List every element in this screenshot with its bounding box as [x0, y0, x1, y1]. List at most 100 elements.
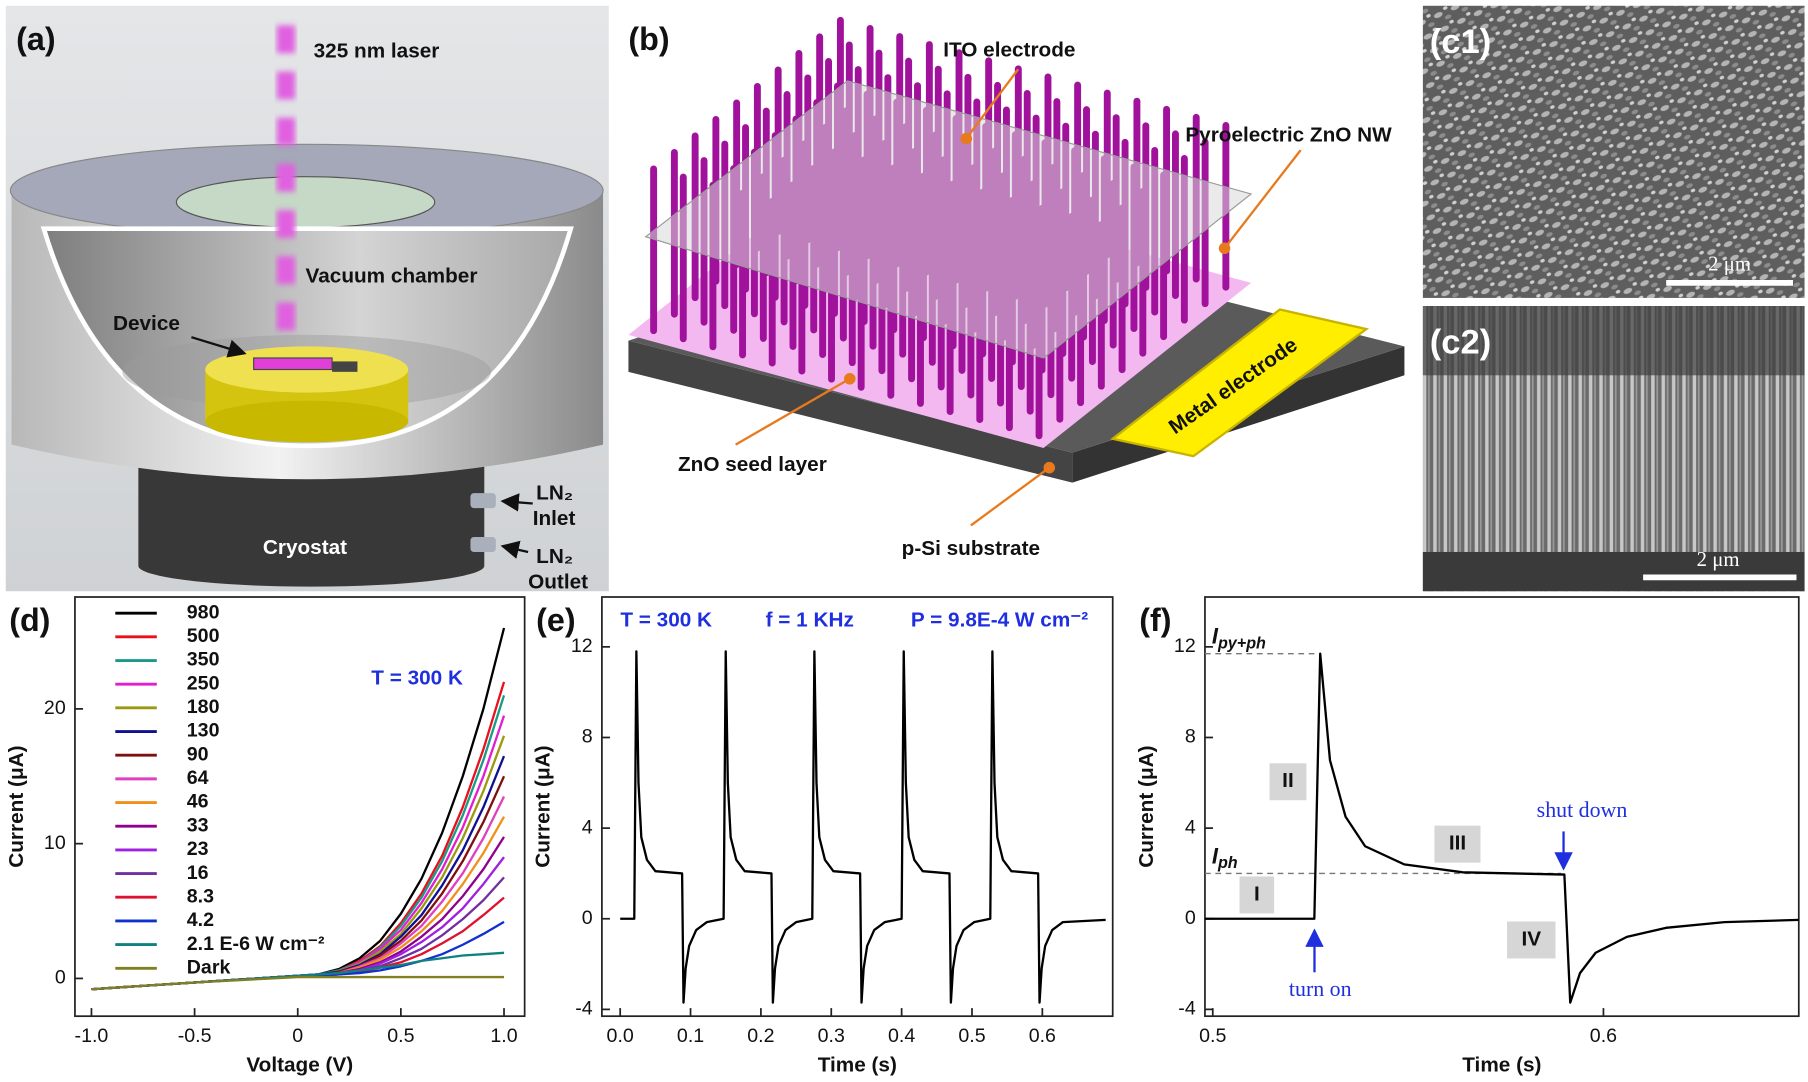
panel-label: (d)	[9, 602, 50, 638]
data-line	[1204, 652, 1799, 1004]
label: Device	[113, 312, 180, 335]
leader	[970, 466, 1050, 527]
y-tick-label: -4	[575, 998, 593, 1020]
y-tick-label: 12	[571, 635, 593, 657]
leader-dot	[960, 132, 973, 145]
annotation: P = 9.8E-4 W cm⁻²	[911, 609, 1088, 632]
y-axis-label: Current (μA)	[5, 745, 28, 867]
legend-label: 16	[187, 862, 209, 884]
pipe	[470, 493, 496, 509]
plot-frame	[601, 596, 1114, 1018]
plot-lines	[1204, 652, 1799, 1004]
scale-label: 2 μm	[1697, 548, 1740, 571]
metal-electrode	[1110, 308, 1370, 458]
legend-label: 64	[187, 767, 209, 789]
legend-label: 180	[187, 696, 220, 718]
window	[175, 176, 436, 229]
reference-label-main: I	[1212, 843, 1219, 868]
label: Cryostat	[263, 536, 347, 559]
arrow	[500, 540, 529, 559]
label: Outlet	[528, 571, 588, 594]
label: ZnO seed layer	[678, 453, 827, 476]
y-tick-label: 8	[582, 726, 593, 748]
region-box	[1434, 825, 1481, 863]
laser-dot	[276, 256, 296, 285]
panel-label: (f)	[1139, 602, 1171, 638]
x-tick-label: -1.0	[75, 1025, 109, 1047]
arrow	[500, 493, 533, 512]
x-tick-label: 0.5	[958, 1025, 985, 1047]
label: Vacuum chamber	[306, 265, 478, 288]
laser-dot	[276, 117, 296, 146]
panel-label: (b)	[628, 21, 669, 57]
sem-substrate	[1422, 551, 1805, 592]
data-line	[91, 951, 505, 991]
stage	[205, 400, 409, 443]
leader-dot	[1043, 461, 1056, 474]
y-tick-label: 4	[1185, 816, 1196, 838]
reference-label-sub: py+ph	[1217, 635, 1266, 653]
region-label: I	[1254, 882, 1260, 905]
laser-dot	[276, 25, 296, 54]
label: 325 nm laser	[314, 39, 440, 62]
x-tick-label: 0.6	[1590, 1025, 1617, 1047]
legend-label: 2.1 E-6 W cm⁻²	[187, 933, 325, 955]
x-tick-label: 0	[292, 1025, 303, 1047]
plot-frame	[1204, 596, 1800, 1018]
x-axis-label: Time (s)	[818, 1053, 897, 1076]
y-tick-label: 0	[582, 907, 593, 929]
y-tick-label: 20	[44, 697, 66, 719]
panel-label: (a)	[16, 21, 55, 57]
region-label: IV	[1521, 927, 1541, 950]
annotation: T = 300 K	[620, 609, 712, 632]
leaders	[735, 68, 1302, 527]
x-tick-label: 0.6	[1029, 1025, 1056, 1047]
annotation: f = 1 KHz	[766, 609, 854, 632]
substrate-side	[628, 340, 1073, 483]
y-axis-label: Current (μA)	[1135, 745, 1158, 867]
laser-dot	[276, 210, 296, 238]
label: Pyroelectric ZnO NW	[1185, 124, 1392, 147]
y-tick-label: 0	[55, 967, 66, 989]
laser-dot	[276, 163, 296, 192]
pipe	[470, 536, 496, 552]
panel-label: (c2)	[1430, 323, 1492, 361]
legend-label: 23	[187, 838, 209, 860]
legend-label: Dark	[187, 956, 231, 978]
ito-plane	[644, 80, 1253, 359]
device	[332, 361, 358, 372]
panel-c2: (c2) 2 μm	[1422, 306, 1805, 592]
region-label: III	[1449, 832, 1466, 855]
legend-label: 130	[187, 720, 220, 742]
legend-label: 250	[187, 672, 220, 694]
plot-frame	[74, 596, 526, 1018]
x-tick-label: 0.5	[387, 1025, 414, 1047]
panel-b: (b) ITO electrode Pyroelectric ZnO NW Zn…	[628, 16, 1405, 560]
y-tick-label: 4	[582, 816, 593, 838]
label: Inlet	[533, 507, 576, 530]
legend-label: 46	[187, 791, 209, 813]
reference-label-sub: ph	[1217, 854, 1238, 872]
reference-label: Iph	[1212, 843, 1238, 872]
leader-dot	[844, 372, 856, 385]
arrow	[191, 336, 247, 358]
x-tick-label: 0.2	[747, 1025, 774, 1047]
data-line	[620, 650, 1106, 1004]
plot-lines	[91, 627, 506, 991]
label: ITO electrode	[943, 38, 1075, 61]
label: p-Si substrate	[902, 537, 1040, 560]
sem-shade	[1422, 306, 1805, 376]
label: LN₂	[536, 482, 573, 505]
y-tick-label: 10	[44, 832, 66, 854]
panel-c1: (c1) 2 μm	[1422, 5, 1805, 298]
event-label: shut down	[1537, 797, 1628, 822]
y-tick-label: 12	[1174, 635, 1196, 657]
plot-lines	[620, 650, 1106, 1004]
cutaway	[40, 226, 574, 449]
region-box	[1239, 876, 1275, 914]
label: LN₂	[536, 545, 573, 568]
x-axis-label: Time (s)	[1462, 1053, 1541, 1076]
x-tick-label: -0.5	[178, 1025, 212, 1047]
